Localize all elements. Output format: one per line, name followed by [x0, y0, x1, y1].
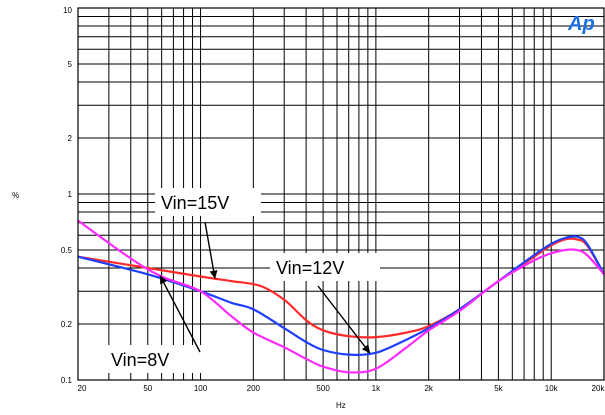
y-tick-label: 2	[68, 134, 73, 143]
x-axis-label: Hz	[336, 401, 346, 410]
x-tick-label: 100	[194, 384, 208, 393]
x-tick-label: 2k	[424, 384, 433, 393]
y-axis-label: %	[12, 191, 19, 200]
series-lines	[77, 219, 605, 374]
annotation-label: Vin=8V	[111, 350, 169, 370]
x-tick-label: 20	[78, 384, 87, 393]
annotation-arrow-head	[209, 270, 218, 279]
y-tick-label: 1	[68, 190, 73, 199]
x-tick-label: 50	[143, 384, 152, 393]
x-tick-label: 10k	[545, 384, 559, 393]
ap-logo: Ap	[567, 13, 595, 35]
grid-lines	[78, 8, 604, 380]
y-tick-label: 5	[68, 60, 73, 69]
y-tick-labels: 0.1 0.2 0.5 1 2 5 10	[61, 6, 73, 385]
y-tick-label: 10	[63, 6, 72, 15]
annotation-box	[105, 345, 203, 373]
annotation-label: Vin=12V	[276, 258, 344, 278]
x-tick-labels: 20 50 100 200 500 1k 2k 5k 10k 20k	[78, 384, 605, 393]
series-line-vin-8v	[77, 219, 605, 374]
x-tick-label: 20k	[592, 384, 605, 393]
annotation-arrow-line	[204, 221, 216, 279]
svg-text:Ap: Ap	[567, 13, 595, 35]
x-tick-label: 200	[247, 384, 261, 393]
annotation-arrow-head	[160, 275, 168, 285]
annotation-arrow-line	[317, 285, 371, 354]
annotation-box	[155, 188, 261, 216]
y-tick-label: 0.2	[61, 320, 73, 329]
x-tick-label: 500	[316, 384, 330, 393]
annotations: Vin=15V Vin=12V Vin=8V	[105, 188, 380, 373]
x-tick-label: 1k	[372, 384, 381, 393]
plot-frame	[77, 7, 605, 381]
y-tick-label: 0.5	[61, 246, 73, 255]
annotation-arrow-head	[361, 344, 370, 354]
annotation-arrow-line	[159, 275, 201, 353]
series-line-vin-12v	[77, 235, 605, 356]
annotation-box	[270, 253, 380, 281]
series-line-vin-15v	[77, 237, 605, 339]
annotation-label: Vin=15V	[161, 193, 229, 213]
x-tick-label: 5k	[494, 384, 503, 393]
y-tick-label: 0.1	[61, 376, 73, 385]
